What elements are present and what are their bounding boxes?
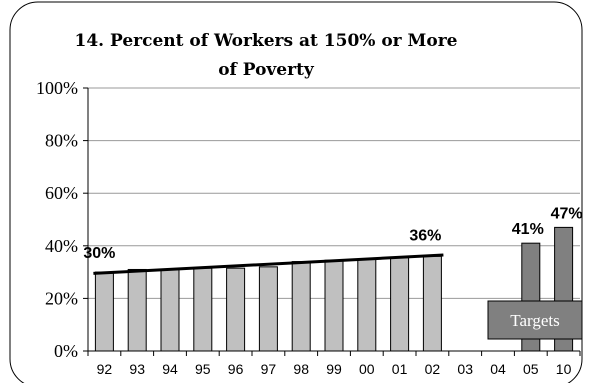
x-tick-label: 95 <box>195 361 211 377</box>
bar-02 <box>422 255 442 352</box>
data-label-10: 47% <box>551 205 583 222</box>
x-tick-labels: 92 93 94 95 96 97 98 99 00 01 02 03 04 05 10 <box>97 361 572 377</box>
bar-00 <box>357 258 377 352</box>
legend-box <box>487 300 583 340</box>
x-tick-label: 03 <box>457 361 473 377</box>
bar-98 <box>291 261 311 352</box>
y-tick-label: 100% <box>36 78 78 98</box>
bar-01 <box>390 257 410 352</box>
y-tick-label: 40% <box>45 236 78 256</box>
x-tick-label: 10 <box>556 361 572 377</box>
x-tick-label: 98 <box>293 361 309 377</box>
bar-92 <box>94 271 114 352</box>
x-tick-label: 94 <box>162 361 178 377</box>
bar-93 <box>127 268 147 352</box>
y-tick-label: 80% <box>45 131 78 151</box>
x-tick-label: 92 <box>97 361 113 377</box>
bar-96 <box>226 267 246 352</box>
x-tick-label: 00 <box>359 361 375 377</box>
x-tick-label: 04 <box>490 361 506 377</box>
y-tick-labels: 0% 20% 40% 60% 80% 100% <box>36 78 78 361</box>
x-tick-label: 93 <box>129 361 145 377</box>
axes <box>83 87 581 356</box>
legend-label: Targets <box>510 311 559 330</box>
bar-95 <box>193 267 213 352</box>
legend: Targets <box>487 300 583 340</box>
x-tick-label: 96 <box>228 361 244 377</box>
y-tick-label: 60% <box>45 183 78 203</box>
bar-97 <box>258 266 278 352</box>
data-labels: 30% 36% 41% 47% <box>83 205 582 262</box>
x-tick-label: 99 <box>326 361 342 377</box>
trend-line <box>93 253 444 275</box>
x-tick-label: 05 <box>523 361 539 377</box>
data-label-92: 30% <box>83 245 115 262</box>
data-label-02: 36% <box>409 227 441 244</box>
y-tick-label: 20% <box>45 288 78 308</box>
chart-title-line-1: 14. Percent of Workers at 150% or More <box>75 31 458 51</box>
x-tick-label: 97 <box>261 361 277 377</box>
y-tick-label: 0% <box>54 341 78 361</box>
x-tick-label: 02 <box>425 361 441 377</box>
bar-99 <box>324 259 344 352</box>
x-tick-label: 01 <box>392 361 408 377</box>
chart-title-line-2: of Poverty <box>218 60 315 80</box>
data-label-05: 41% <box>512 221 544 238</box>
trend-line-group <box>93 253 444 275</box>
bar-94 <box>160 268 180 352</box>
